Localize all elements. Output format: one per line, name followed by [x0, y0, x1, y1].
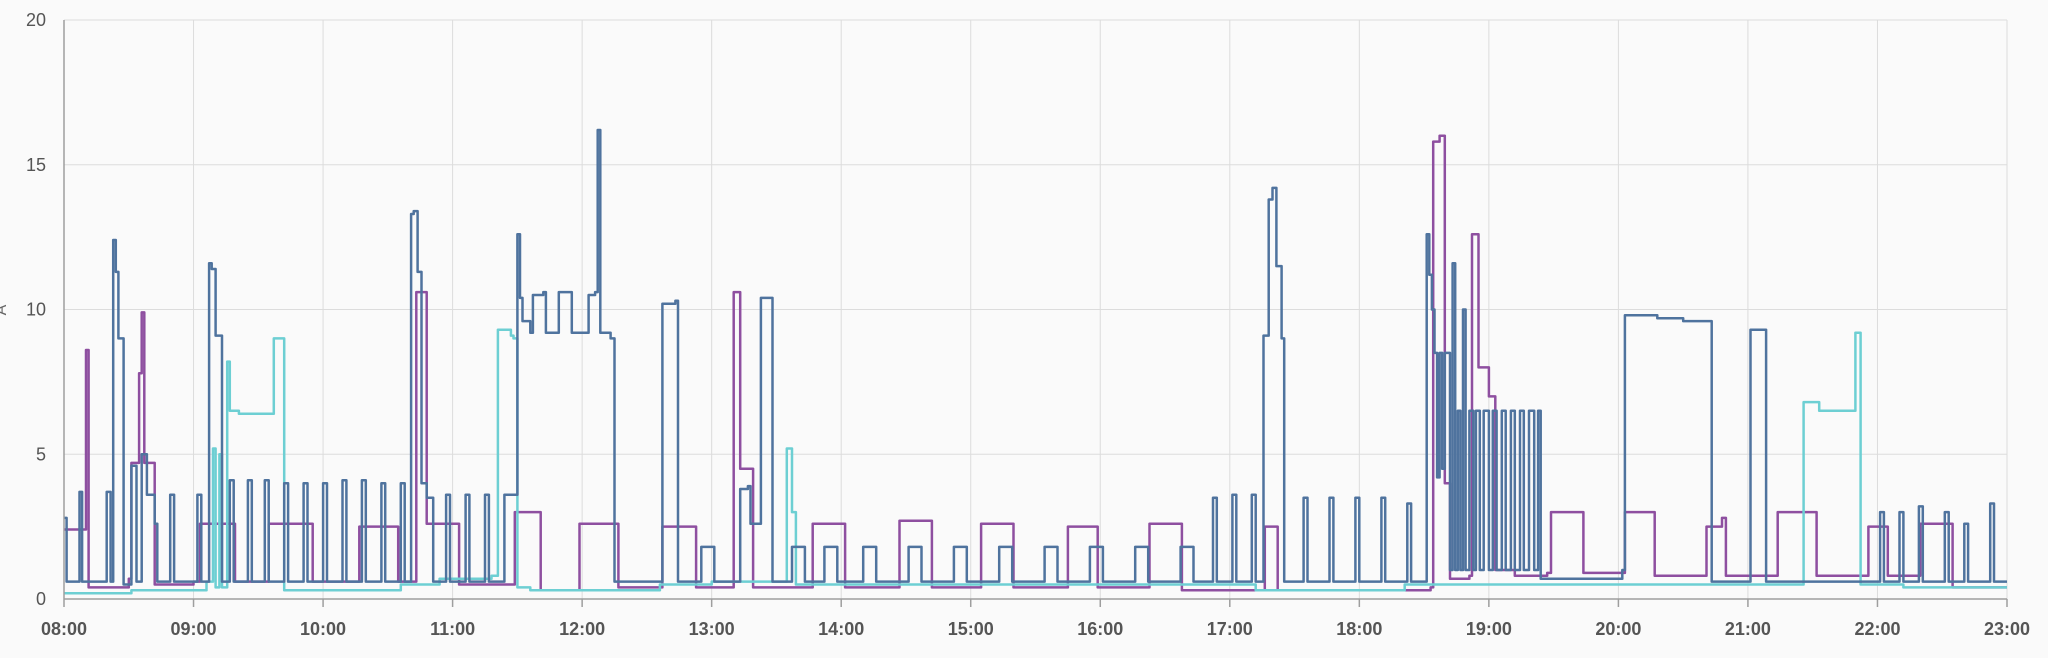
y-tick-label: 15 — [26, 155, 46, 175]
x-tick-label: 10:00 — [300, 619, 346, 639]
x-tick-label: 21:00 — [1725, 619, 1771, 639]
y-tick-label: 5 — [36, 444, 46, 464]
x-tick-label: 11:00 — [430, 619, 475, 639]
x-tick-label: 12:00 — [559, 619, 605, 639]
y-axis-label: A — [0, 304, 10, 315]
x-tick-label: 14:00 — [818, 619, 864, 639]
x-tick-label: 16:00 — [1077, 619, 1123, 639]
x-tick-label: 13:00 — [689, 619, 735, 639]
x-tick-label: 18:00 — [1336, 619, 1382, 639]
y-tick-label: 10 — [26, 300, 46, 320]
x-tick-label: 09:00 — [171, 619, 217, 639]
x-tick-label: 19:00 — [1466, 619, 1512, 639]
x-tick-label: 15:00 — [948, 619, 994, 639]
x-tick-label: 22:00 — [1854, 619, 1900, 639]
grid — [63, 19, 2008, 600]
series-line-1 — [64, 134, 2007, 592]
x-tick-label: 08:00 — [41, 619, 87, 639]
series-group — [64, 128, 2007, 595]
x-tick-label: 17:00 — [1207, 619, 1253, 639]
series-line-2 — [64, 328, 2007, 595]
y-tick-label: 0 — [36, 589, 46, 609]
y-tick-label: 20 — [26, 10, 46, 30]
x-tick-label: 20:00 — [1595, 619, 1641, 639]
x-tick-label: 23:00 — [1984, 619, 2030, 639]
axes: 0 5 10 15 20 08:00 09:00 10:00 11:00 12:00 13:00 14… — [26, 10, 2030, 639]
series-line-3 — [64, 128, 2007, 586]
